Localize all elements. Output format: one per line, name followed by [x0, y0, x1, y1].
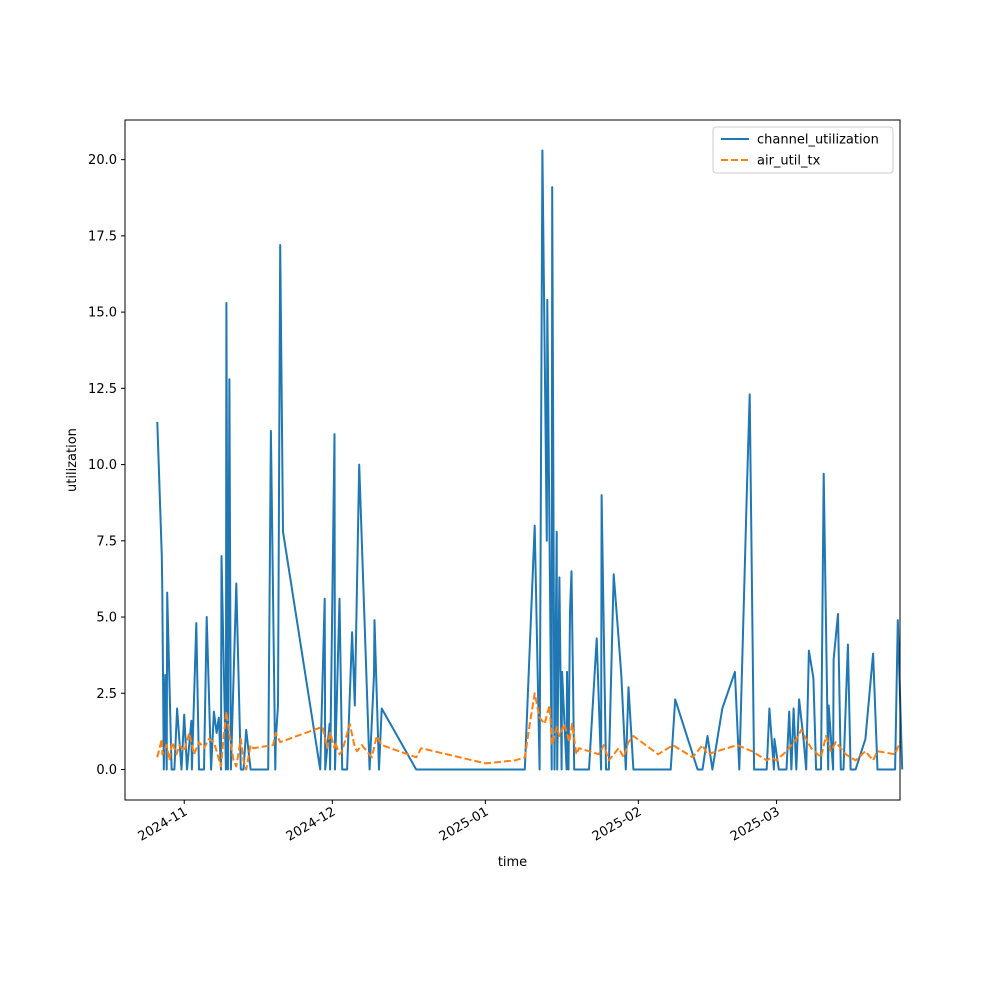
- legend-label: channel_utilization: [757, 133, 879, 148]
- y-tick-label: 17.5: [88, 229, 117, 244]
- series-line-channel-utilization: [156, 149, 904, 771]
- y-axis-label: utilization: [65, 428, 80, 492]
- y-tick-label: 15.0: [88, 306, 117, 321]
- legend-label: air_util_tx: [757, 154, 821, 169]
- legend: channel_utilization air_util_tx: [712, 126, 894, 174]
- x-tick-label: 2024-12: [284, 804, 339, 844]
- y-tick-label: 20.0: [88, 153, 117, 168]
- plot-lines: [156, 149, 904, 771]
- x-tick-label: 2025-03: [728, 804, 783, 844]
- plot-frame: [124, 119, 901, 801]
- y-tick-label: 7.5: [96, 534, 117, 549]
- y-tick-label: 0.0: [96, 763, 117, 778]
- x-tick-label: 2025-01: [437, 804, 492, 844]
- x-axis-label: time: [498, 855, 527, 870]
- series-line-air-util-tx: [156, 692, 901, 771]
- y-tick-label: 12.5: [88, 382, 117, 397]
- y-tick-label: 2.5: [96, 687, 117, 702]
- legend-box: [712, 126, 894, 174]
- x-tick-label: 2025-02: [590, 804, 645, 844]
- y-axis-ticks: 0.0 2.5 5.0 7.5 10.0 12.5 15.0 17.5 20.0: [88, 153, 125, 778]
- x-tick-label: 2024-11: [136, 804, 191, 844]
- y-tick-label: 10.0: [88, 458, 117, 473]
- y-tick-label: 5.0: [96, 611, 117, 626]
- x-axis-ticks: 2024-11 2024-12 2025-01 2025-02 2025-03: [136, 800, 783, 845]
